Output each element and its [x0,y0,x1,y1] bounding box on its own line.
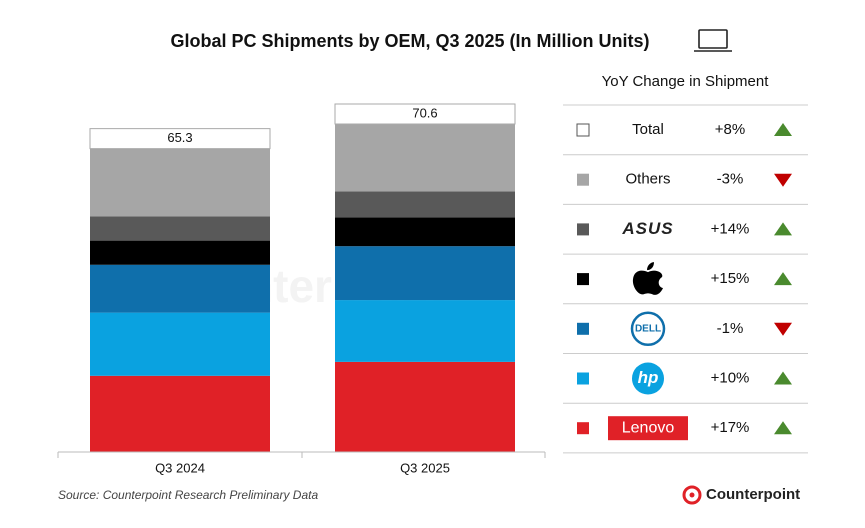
total-label: 65.3 [167,130,192,145]
apple-icon [632,262,663,295]
total-label: 70.6 [412,105,437,120]
legend-label: Total [632,121,664,138]
legend-swatch [577,273,589,286]
trend-arrow [774,371,792,385]
legend-swatch [577,223,589,236]
bar-segment [335,361,515,452]
yoy-label: +15% [711,270,750,287]
logo-disc [632,362,664,395]
bar-segment [335,246,515,301]
trend-arrow [774,222,792,236]
bar-segment [335,191,515,218]
bar-segment [90,375,270,452]
trend-arrow [774,123,792,136]
trend-arrow [774,322,792,336]
legend-swatch [577,173,589,186]
trend-arrow [774,173,792,187]
bar-segment [335,217,515,247]
legend-label: Others [625,171,670,188]
legend-logo: hp [638,368,659,387]
yoy-label: +8% [715,121,745,138]
yoy-label: -3% [717,171,744,188]
brand-logo: Counterpoint [682,485,800,505]
trend-arrow [774,421,792,435]
legend-logo: DELL [635,323,661,334]
legend-swatch [577,422,589,435]
legend-logo: ASUS [621,219,673,238]
source: Source: Counterpoint Research Preliminar… [58,488,318,502]
bar-segment [90,216,270,241]
yoy-label: +14% [711,220,750,237]
table-title: YoY Change in Shipment [602,73,770,90]
legend-logo: Lenovo [622,419,675,436]
laptop-icon [694,29,732,52]
x-tick-label: Q3 2025 [400,460,450,475]
x-tick-label: Q3 2024 [155,460,205,475]
total-box [334,103,516,125]
brand-name: Counterpoint [706,486,800,503]
yoy-label: +10% [711,369,750,386]
yoy-label: +17% [711,419,750,436]
bar-segment [90,312,270,376]
bar-segment [90,240,270,265]
bar-segment [90,264,270,313]
logo-ring [630,311,666,347]
logo-box [608,416,688,441]
bar-segment [335,300,515,362]
chart-title: Global PC Shipments by OEM, Q3 2025 (In … [170,31,649,51]
legend-swatch [577,322,589,335]
bar-segment [335,124,515,192]
legend-swatch [577,372,589,385]
total-box [89,128,271,150]
legend-swatch [576,123,590,137]
bar-segment [90,148,270,217]
trend-arrow [774,272,792,286]
yoy-label: -1% [717,320,744,337]
